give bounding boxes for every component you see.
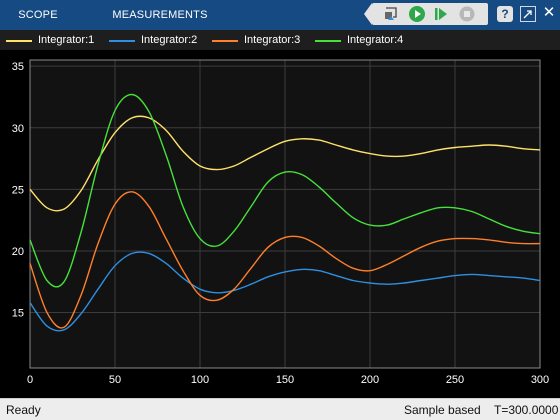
highlight-block-icon[interactable] (382, 5, 400, 23)
x-tick-label: 300 (531, 374, 549, 386)
tab-scope[interactable]: SCOPE (18, 9, 58, 21)
x-tick-label: 150 (276, 374, 294, 386)
legend-swatch (6, 40, 32, 42)
legend-label: Integrator:1 (38, 34, 95, 46)
x-tick-label: 0 (27, 374, 33, 386)
plot-area[interactable]: 0 50 100 150 200 250 300 15 20 25 30 35 (0, 50, 560, 398)
sample-mode-text: Sample based (404, 403, 481, 417)
legend-label: Integrator:2 (141, 34, 198, 46)
series-line (29, 115, 541, 212)
plot-frame (29, 59, 541, 369)
y-tick-label: 35 (12, 61, 24, 73)
scope-plot[interactable]: 0 50 100 150 200 250 300 15 20 25 30 35 (0, 50, 560, 398)
close-icon[interactable]: ✕ (542, 4, 556, 21)
undock-icon[interactable] (520, 6, 536, 22)
legend-swatch (212, 40, 238, 42)
status-bar: Ready Sample based T=300.0000 (0, 398, 560, 420)
series-line (29, 251, 541, 332)
run-icon[interactable] (408, 5, 426, 23)
legend-label: Integrator:4 (347, 34, 404, 46)
help-icon[interactable]: ? (497, 6, 513, 22)
simulation-controls (364, 3, 488, 25)
y-tick-label: 30 (12, 123, 24, 135)
x-tick-label: 100 (191, 374, 209, 386)
series-line (29, 93, 541, 288)
step-forward-icon[interactable] (432, 5, 450, 23)
legend-swatch (109, 40, 135, 42)
x-tick-label: 50 (109, 374, 121, 386)
sim-time-text: T=300.0000 (494, 403, 559, 417)
legend: Integrator:1 Integrator:2 Integrator:3 I… (0, 30, 560, 50)
legend-label: Integrator:3 (244, 34, 301, 46)
stop-icon[interactable] (458, 5, 476, 23)
x-tick-label: 200 (361, 374, 379, 386)
status-text: Ready (6, 403, 41, 417)
tab-measurements[interactable]: MEASUREMENTS (112, 9, 208, 21)
y-tick-label: 15 (12, 308, 24, 320)
legend-swatch (315, 40, 341, 42)
series-line (29, 191, 541, 329)
toolstrip: SCOPE MEASUREMENTS (0, 0, 560, 30)
x-tick-label: 250 (446, 374, 464, 386)
y-tick-label: 25 (12, 184, 24, 196)
y-tick-label: 20 (12, 246, 24, 258)
